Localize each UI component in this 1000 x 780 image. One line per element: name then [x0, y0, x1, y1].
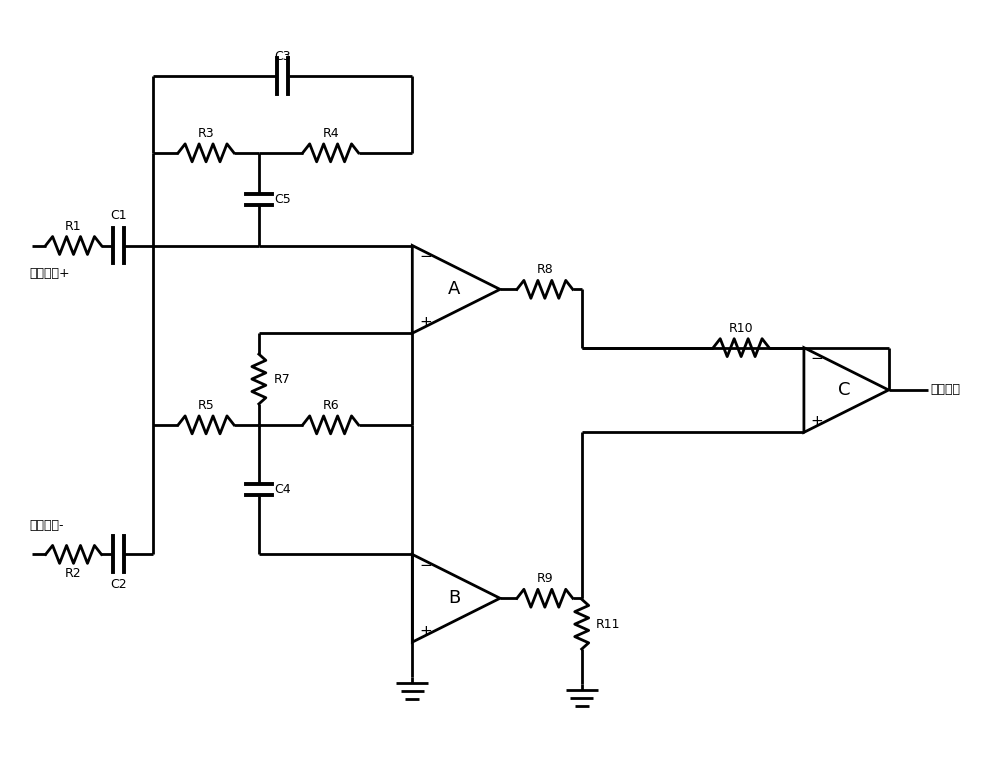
Text: R2: R2: [65, 567, 82, 580]
Text: C3: C3: [274, 50, 291, 63]
Text: R4: R4: [322, 127, 339, 140]
Text: 电荷信号+: 电荷信号+: [30, 268, 70, 281]
Text: R9: R9: [537, 573, 553, 585]
Polygon shape: [804, 348, 889, 432]
Text: 电压信号: 电压信号: [930, 384, 960, 396]
Text: +: +: [810, 414, 823, 429]
Text: R7: R7: [274, 373, 291, 385]
Text: B: B: [448, 589, 461, 608]
Text: R8: R8: [536, 264, 553, 276]
Text: R3: R3: [198, 127, 214, 140]
Text: R1: R1: [65, 219, 82, 232]
Polygon shape: [412, 246, 500, 333]
Text: R10: R10: [729, 321, 753, 335]
Text: C2: C2: [110, 578, 127, 591]
Text: C: C: [838, 381, 851, 399]
Text: −: −: [419, 558, 432, 573]
Text: C5: C5: [274, 193, 291, 206]
Text: 电荷信号-: 电荷信号-: [30, 519, 64, 533]
Text: +: +: [419, 315, 432, 330]
Text: R11: R11: [596, 618, 620, 631]
Text: C4: C4: [274, 483, 290, 496]
Text: A: A: [448, 280, 461, 299]
Polygon shape: [412, 555, 500, 642]
Text: −: −: [810, 351, 823, 366]
Text: C1: C1: [110, 208, 127, 222]
Text: +: +: [419, 624, 432, 639]
Text: R5: R5: [198, 399, 214, 412]
Text: R6: R6: [322, 399, 339, 412]
Text: −: −: [419, 249, 432, 264]
